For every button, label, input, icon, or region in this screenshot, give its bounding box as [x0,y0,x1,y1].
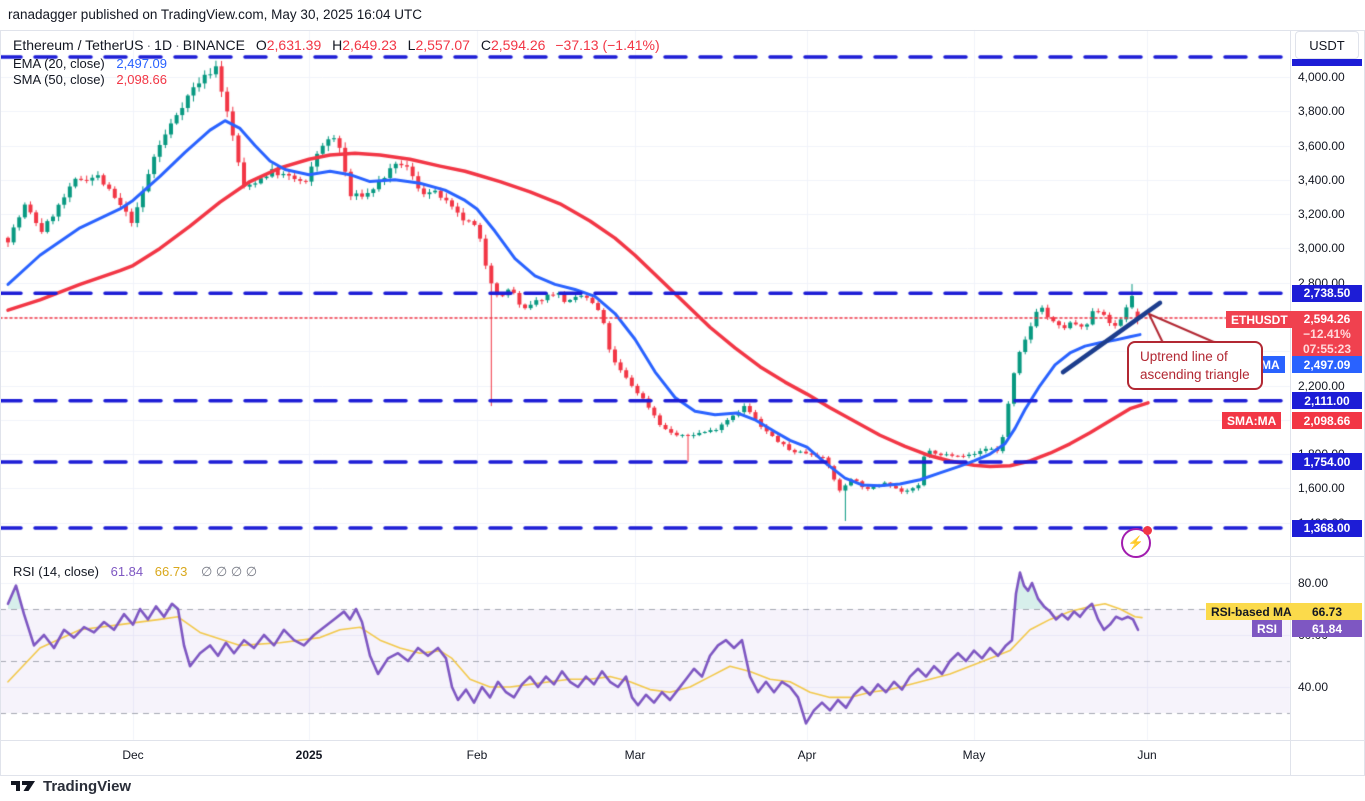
notification-dot-icon [1143,526,1152,535]
time-axis-tick[interactable]: Feb [466,748,488,762]
price-axis-tick: 3,000.00 [1298,241,1345,256]
time-axis-tick[interactable]: Mar [624,748,646,762]
rsi-empty-slots: ∅ ∅ ∅ ∅ [200,564,258,579]
price-axis-tick: 3,400.00 [1298,172,1345,187]
bar-countdown: 07:55:23 [1302,342,1352,356]
flash-marker-icon[interactable]: ⚡ [1121,528,1151,558]
ema-legend[interactable]: EMA (20, close) 2,497.09 [13,56,167,71]
rsi-legend-value: 61.84 [110,564,144,579]
symbol-title[interactable]: Ethereum / TetherUS [13,37,144,53]
ema-value-label: 2,497.09 [1292,356,1362,373]
price-axis-tick: 1,600.00 [1298,481,1345,496]
time-axis-tick[interactable]: May [962,748,986,762]
time-axis-tick[interactable]: Jun [1137,748,1157,762]
rsi-legend-label: RSI (14, close) [13,564,99,579]
rsi-legend[interactable]: RSI (14, close) 61.84 66.73 ∅ ∅ ∅ ∅ [13,564,257,580]
rsi-ma-legend-value: 66.73 [154,564,188,579]
sma-tag: SMA:MA [1222,412,1282,429]
low-label: L [407,37,416,53]
price-axis-tick: 4,000.00 [1298,70,1345,84]
pane-separator[interactable] [0,556,1364,557]
currency-toggle-button[interactable]: USDT [1295,31,1359,59]
open-value: 2,631.39 [266,37,322,53]
symbol-legend[interactable]: Ethereum / TetherUS · 1D · BINANCE O2,631.39… [13,37,660,53]
time-axis-tick[interactable]: Apr [797,748,817,762]
rsi-axis-tick: 80.00 [1298,576,1329,590]
low-value: 2,557.07 [415,37,470,53]
high-label: H [332,37,343,53]
tradingview-logo[interactable]: TradingView [10,776,131,796]
close-value: 2,594.26 [490,37,546,53]
level-price-label: 1,368.00 [1292,519,1362,537]
rsi-ma-value-label: 66.73 [1292,603,1362,620]
tradingview-logo-icon [11,781,35,791]
annotation-callout[interactable]: Uptrend line of ascending triangle [1127,341,1263,391]
high-value: 2,649.23 [342,37,397,53]
rsi-tag: RSI [1252,620,1283,637]
last-price-value: 2,594.26 [1303,312,1351,326]
exchange: BINANCE [182,37,245,53]
sma-legend-label: SMA (50, close) [13,72,105,87]
sma-value-label: 2,098.66 [1292,412,1362,429]
last-price-label: 2,594.26 −12.41% 07:55:23 [1292,311,1362,358]
rsi-axis-tick: 40.00 [1298,680,1329,694]
hidden-level-label [1292,59,1362,66]
annotation-line2: ascending triangle [1140,366,1250,382]
price-axis-tick: 3,600.00 [1298,138,1345,153]
price-axis-tick: 2,200.00 [1298,378,1345,393]
ema-legend-value: 2,497.09 [116,56,167,71]
time-axis-tick[interactable]: Dec [122,748,144,762]
attribution-text: ranadagger published on TradingView.com,… [8,7,423,22]
sma-legend[interactable]: SMA (50, close) 2,098.66 [13,72,167,87]
time-axis-tick[interactable]: 2025 [295,748,323,762]
level-price-label: 2,738.50 [1292,284,1362,302]
change-value: −37.13 (−1.41%) [555,37,660,53]
close-label: C [480,37,491,53]
rsi-value-label: 61.84 [1292,620,1362,637]
change-percent: −12.41% [1303,327,1351,341]
interval[interactable]: 1D [154,37,173,53]
symbol-tag: ETHUSDT [1226,311,1293,328]
rsi-ma-tag: RSI-based MA [1206,603,1297,620]
price-axis-separator[interactable] [1290,30,1291,775]
open-label: O [255,37,267,53]
lightning-icon: ⚡ [1127,535,1145,550]
ema-legend-label: EMA (20, close) [13,56,105,71]
price-axis-tick: 3,200.00 [1298,207,1345,222]
level-price-label: 2,111.00 [1292,392,1362,410]
price-axis-tick: 3,800.00 [1298,104,1345,119]
time-axis-separator [0,740,1364,741]
level-price-label: 1,754.00 [1292,453,1362,471]
sma-legend-value: 2,098.66 [116,72,167,87]
annotation-line1: Uptrend line of [1140,349,1228,364]
tradingview-logo-text: TradingView [43,777,132,795]
